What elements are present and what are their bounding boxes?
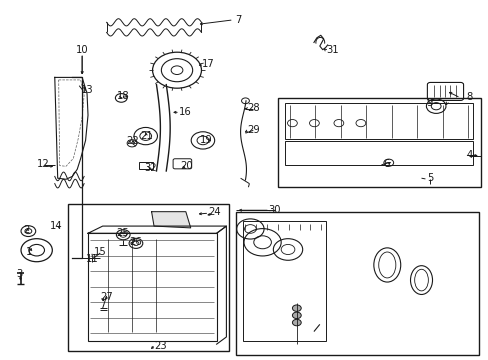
- Text: 5: 5: [426, 173, 433, 183]
- Bar: [285, 103, 472, 139]
- Text: 8: 8: [466, 92, 471, 102]
- Text: 24: 24: [207, 207, 220, 217]
- Text: 28: 28: [246, 103, 259, 113]
- Text: 13: 13: [81, 85, 93, 95]
- Text: 30: 30: [268, 204, 281, 215]
- Text: 14: 14: [50, 221, 62, 231]
- Circle shape: [292, 305, 301, 311]
- Text: 17: 17: [201, 59, 214, 69]
- Text: 21: 21: [140, 131, 153, 141]
- Bar: [243, 221, 325, 341]
- Text: 6: 6: [382, 159, 389, 169]
- Text: 19: 19: [200, 135, 212, 145]
- Text: 12: 12: [37, 159, 49, 169]
- Text: 10: 10: [76, 45, 88, 55]
- Bar: [68, 204, 228, 351]
- Bar: [235, 212, 478, 355]
- Text: 3: 3: [17, 269, 22, 279]
- Bar: [139, 162, 153, 169]
- Text: 26: 26: [129, 237, 142, 247]
- Text: 20: 20: [180, 161, 193, 171]
- Text: 7: 7: [235, 15, 242, 25]
- Circle shape: [292, 312, 301, 319]
- Polygon shape: [151, 212, 190, 228]
- Bar: [277, 98, 480, 187]
- Text: 16: 16: [178, 107, 191, 117]
- Text: 23: 23: [154, 341, 166, 351]
- Text: 9: 9: [425, 98, 432, 108]
- Text: 32: 32: [144, 163, 157, 174]
- Bar: [88, 233, 216, 341]
- Text: 1: 1: [26, 247, 33, 257]
- Text: 11: 11: [85, 254, 98, 264]
- Text: 4: 4: [466, 150, 471, 160]
- Text: 15: 15: [94, 247, 106, 257]
- Text: 18: 18: [117, 91, 129, 102]
- Text: 29: 29: [246, 125, 259, 135]
- Text: 2: 2: [23, 225, 30, 235]
- Text: 31: 31: [325, 45, 338, 55]
- Text: 25: 25: [116, 228, 128, 238]
- Text: 27: 27: [100, 292, 113, 302]
- Circle shape: [292, 319, 301, 326]
- Text: 22: 22: [126, 136, 139, 146]
- Bar: [285, 141, 472, 165]
